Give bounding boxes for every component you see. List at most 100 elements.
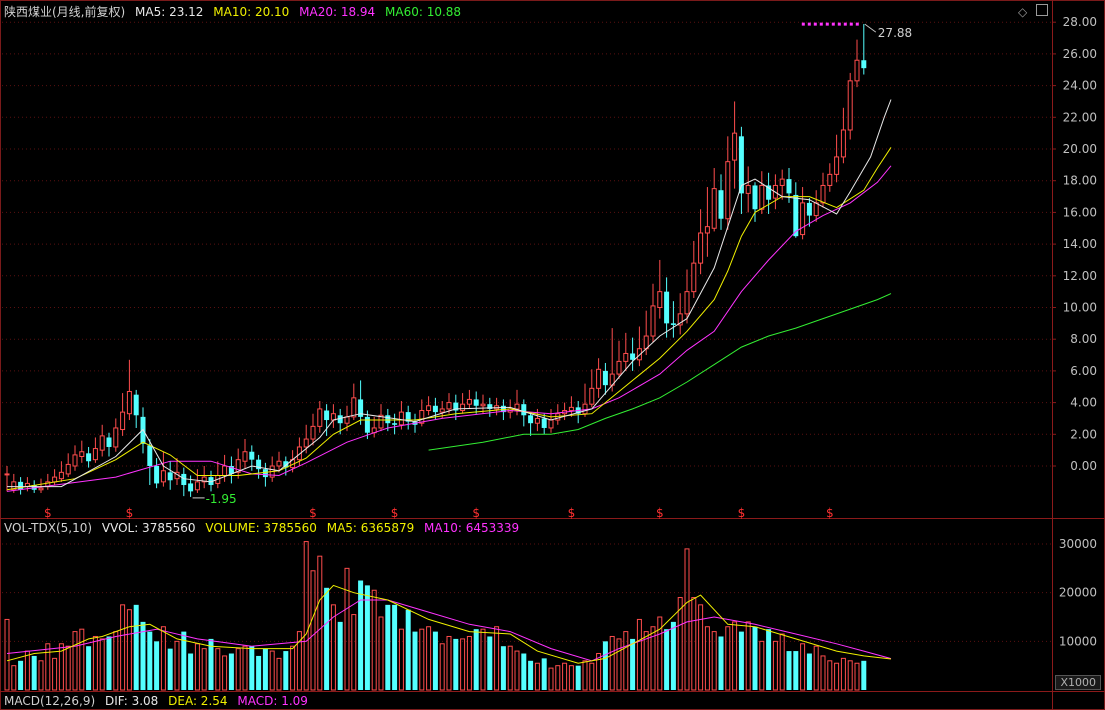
volume-bar — [256, 655, 262, 690]
volume-bar — [670, 621, 676, 690]
volume-bar — [664, 629, 670, 690]
ma60-line — [428, 293, 892, 451]
volume-bar — [31, 655, 37, 690]
candle-body — [208, 477, 214, 486]
candle-body — [698, 232, 704, 264]
candle-body — [548, 419, 554, 429]
candle-body — [473, 399, 479, 406]
volume-bar — [609, 635, 615, 691]
volume-bar — [684, 548, 690, 691]
candle-body — [691, 262, 697, 293]
volume-bar — [290, 645, 296, 691]
candle-body — [385, 415, 391, 424]
volume-bar — [52, 657, 58, 691]
volume-bar — [636, 618, 642, 691]
volume-bar — [466, 635, 472, 691]
candle-body — [636, 348, 642, 361]
candle-body — [847, 80, 853, 131]
candle-body — [834, 156, 840, 175]
candle-body — [480, 403, 486, 407]
vol-tick-label: 30000 — [1059, 537, 1097, 551]
y-tick-label: 22.00 — [1063, 110, 1097, 124]
volume-bar — [854, 662, 860, 691]
y-tick-label: 14.00 — [1063, 237, 1097, 251]
candle-body — [228, 466, 234, 474]
volume-bar — [521, 653, 527, 690]
candle-body — [745, 184, 751, 194]
candle-body — [779, 178, 785, 186]
candle-body — [664, 291, 670, 324]
dividend-marker: $ — [826, 506, 834, 520]
candle-body — [589, 387, 595, 405]
volume-bar — [385, 604, 391, 690]
y-tick-label: 12.00 — [1063, 269, 1097, 283]
vol-ma5-readout: MA5: 6365879 — [326, 521, 415, 535]
volume-bar — [534, 662, 540, 691]
volume-bar — [65, 645, 71, 691]
volume-bar — [120, 604, 126, 691]
candle-body — [38, 487, 44, 491]
volume-bar — [344, 567, 350, 691]
candle-body — [351, 397, 357, 418]
volume-bar — [106, 636, 112, 690]
y-tick-label: 26.00 — [1063, 47, 1097, 61]
volume-bar — [4, 618, 10, 691]
volume-bar — [405, 609, 411, 690]
volume-bar — [419, 628, 425, 691]
volume-bar — [827, 660, 833, 691]
volume-bar — [562, 662, 568, 691]
panel-icon[interactable] — [1036, 4, 1048, 16]
candle-body — [446, 402, 452, 410]
candle-body — [528, 415, 534, 424]
candle-body — [602, 370, 608, 386]
candle-body — [181, 473, 187, 486]
candle-body — [684, 291, 690, 315]
volume-bar — [337, 621, 343, 690]
candle-body — [426, 405, 432, 412]
candle-body — [806, 202, 812, 216]
candle-body — [79, 451, 85, 457]
volume-bar — [426, 626, 432, 691]
candle-body — [500, 405, 506, 413]
candle-body — [249, 451, 255, 460]
candle-body — [262, 469, 268, 478]
volume-bar — [725, 626, 731, 691]
volume-bar — [378, 616, 384, 691]
candle-body — [487, 404, 493, 409]
volume-bar — [711, 631, 717, 691]
vol-indicator-name[interactable]: VOL-TDX(5,10) — [4, 521, 93, 535]
volume-bar — [528, 660, 534, 690]
candle-body — [256, 459, 262, 470]
volume-bar — [174, 640, 180, 691]
volume-bar — [800, 643, 806, 691]
volume-bar — [738, 631, 744, 690]
dividend-marker: $ — [309, 506, 317, 520]
candle-body — [752, 185, 758, 210]
candle-body — [120, 411, 126, 431]
dividend-marker: $ — [656, 506, 664, 520]
macd-indicator-name[interactable]: MACD(12,26,9) — [4, 694, 96, 708]
volume-bar — [732, 621, 738, 691]
candle-body — [725, 161, 731, 220]
volume-bar — [201, 648, 207, 691]
candle-body — [398, 411, 404, 426]
diamond-icon[interactable]: ◇ — [1018, 5, 1028, 19]
candle-body — [460, 403, 466, 412]
candle-body — [541, 418, 547, 428]
volume-readout: VOLUME: 3785560 — [205, 521, 317, 535]
volume-bar — [92, 635, 98, 691]
volume-bar — [820, 655, 826, 691]
volume-bar — [181, 631, 187, 690]
volume-bar — [548, 667, 554, 691]
y-tick-label: 4.00 — [1070, 396, 1097, 410]
volume-bar — [650, 626, 656, 691]
dividend-marker: $ — [126, 506, 134, 520]
volume-bar — [392, 604, 398, 690]
candle-body — [296, 446, 302, 461]
volume-bar — [126, 609, 132, 691]
volume-bar — [310, 570, 316, 691]
candle-body — [344, 416, 350, 424]
dif-readout: DIF: 3.08 — [104, 694, 159, 708]
volume-bar — [786, 651, 792, 690]
